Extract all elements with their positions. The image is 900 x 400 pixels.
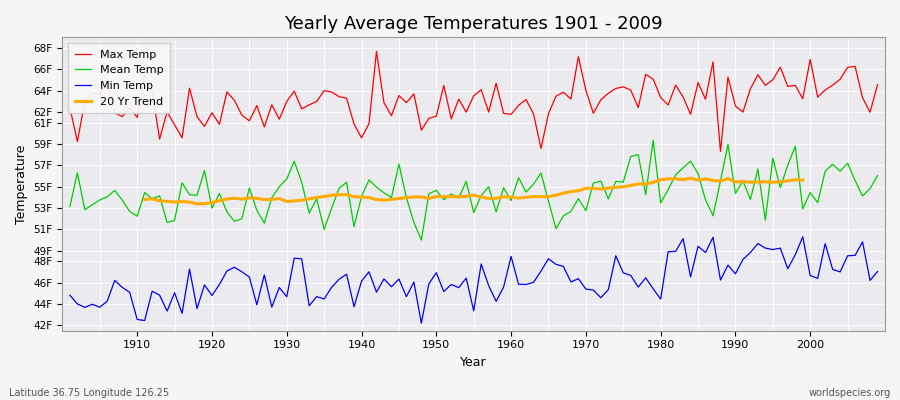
Min Temp: [334, 277, 345, 282]
Min Temp: [603, 287, 614, 292]
Line: Min Temp: Min Temp: [70, 237, 878, 323]
Legend: Max Temp, Mean Temp, Min Temp, 20 Yr Trend: Max Temp, Mean Temp, Min Temp, 20 Yr Tre…: [68, 43, 170, 113]
Max Temp: [872, 82, 883, 87]
Min Temp: [289, 256, 300, 260]
20 Yr Trend: [282, 199, 292, 204]
Max Temp: [513, 103, 524, 108]
Max Temp: [334, 94, 345, 99]
Min Temp: [513, 282, 524, 287]
Min Temp: [797, 234, 808, 239]
20 Yr Trend: [192, 201, 202, 206]
Mean Temp: [65, 204, 76, 209]
20 Yr Trend: [797, 178, 808, 182]
Mean Temp: [648, 138, 659, 143]
Min Temp: [65, 293, 76, 298]
Max Temp: [289, 89, 300, 94]
Max Temp: [124, 106, 135, 111]
20 Yr Trend: [737, 179, 748, 184]
Line: Max Temp: Max Temp: [70, 51, 878, 151]
20 Yr Trend: [214, 198, 225, 203]
Mean Temp: [124, 209, 135, 214]
Max Temp: [603, 91, 614, 96]
Mean Temp: [513, 175, 524, 180]
X-axis label: Year: Year: [461, 356, 487, 369]
Max Temp: [371, 49, 382, 54]
Mean Temp: [416, 238, 427, 242]
Min Temp: [506, 254, 517, 259]
Mean Temp: [872, 173, 883, 178]
Title: Yearly Average Temperatures 1901 - 2009: Yearly Average Temperatures 1901 - 2009: [284, 15, 663, 33]
Min Temp: [416, 321, 427, 326]
20 Yr Trend: [229, 196, 239, 200]
20 Yr Trend: [483, 196, 494, 201]
Min Temp: [124, 290, 135, 295]
Line: 20 Yr Trend: 20 Yr Trend: [145, 178, 803, 204]
Line: Mean Temp: Mean Temp: [70, 140, 878, 240]
Mean Temp: [289, 159, 300, 164]
Mean Temp: [506, 198, 517, 203]
Max Temp: [716, 149, 726, 154]
Mean Temp: [334, 186, 345, 191]
20 Yr Trend: [685, 176, 696, 180]
Text: worldspecies.org: worldspecies.org: [809, 388, 891, 398]
Y-axis label: Temperature: Temperature: [15, 144, 28, 224]
Text: Latitude 36.75 Longitude 126.25: Latitude 36.75 Longitude 126.25: [9, 388, 169, 398]
Max Temp: [506, 112, 517, 117]
20 Yr Trend: [140, 197, 150, 202]
20 Yr Trend: [401, 195, 412, 200]
Min Temp: [872, 269, 883, 274]
Max Temp: [65, 105, 76, 110]
Mean Temp: [603, 196, 614, 201]
